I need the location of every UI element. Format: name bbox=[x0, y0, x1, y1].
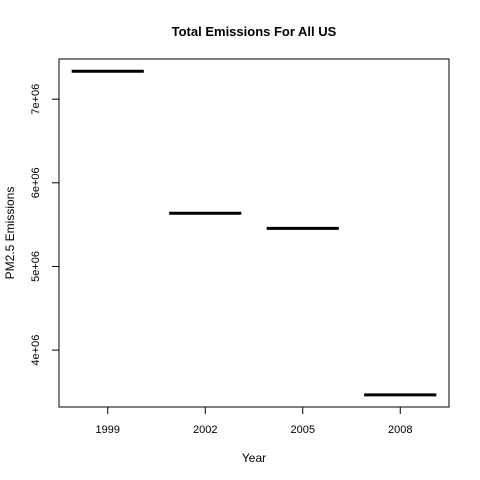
x-tick-label: 2002 bbox=[193, 424, 217, 436]
x-axis: 1999 2002 2005 2008 bbox=[96, 407, 412, 436]
data-marks bbox=[71, 69, 437, 397]
y-tick-label: 4e+06 bbox=[30, 335, 42, 366]
y-axis-label: PM2.5 Emissions bbox=[3, 187, 17, 280]
y-axis: 4e+06 5e+06 6e+06 7e+06 bbox=[30, 84, 59, 366]
y-tick-label: 6e+06 bbox=[30, 167, 42, 198]
y-tick-label: 7e+06 bbox=[30, 84, 42, 115]
plot-frame bbox=[58, 58, 450, 408]
x-tick-label: 2008 bbox=[388, 424, 412, 436]
x-tick-label: 1999 bbox=[96, 424, 120, 436]
x-tick-label: 2005 bbox=[291, 424, 315, 436]
x-axis-label: Year bbox=[242, 451, 266, 465]
y-tick-label: 5e+06 bbox=[30, 251, 42, 282]
chart-title: Total Emissions For All US bbox=[172, 24, 337, 39]
